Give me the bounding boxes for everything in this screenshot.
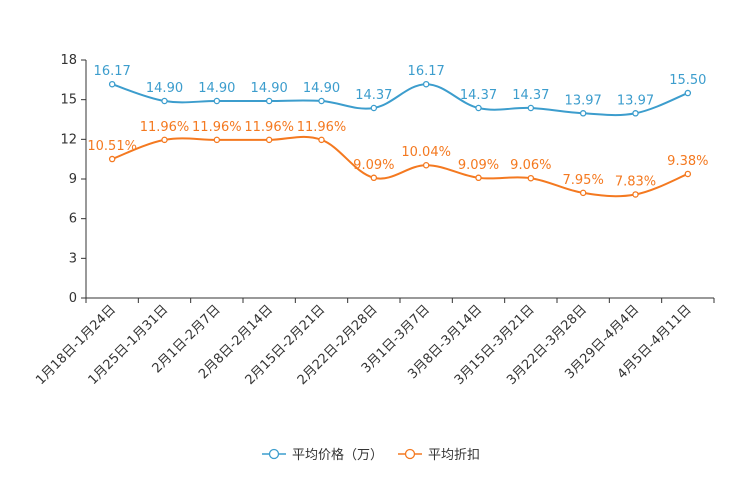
data-point — [632, 191, 639, 198]
legend-item-1[interactable]: 平均折扣 — [398, 448, 480, 463]
data-label: 14.90 — [146, 81, 183, 96]
data-point — [318, 136, 325, 144]
y-axis-ticks: 0 3 6 9 12 15 18 — [60, 53, 86, 306]
data-point — [475, 104, 482, 112]
data-point — [527, 104, 535, 112]
data-label: 9.06% — [510, 158, 551, 173]
data-point — [161, 97, 168, 105]
data-label: 7.83% — [615, 174, 656, 189]
data-label: 9.09% — [353, 158, 394, 173]
y-tick-label: 15 — [60, 93, 77, 108]
data-label: 14.90 — [303, 81, 340, 96]
data-point — [161, 136, 168, 144]
data-point — [213, 136, 221, 144]
data-label: 11.96% — [140, 120, 190, 135]
data-label: 10.04% — [401, 145, 451, 160]
data-label: 16.17 — [94, 64, 131, 79]
data-label: 13.97 — [617, 93, 654, 108]
series-0: 16.17 14.90 14.90 14.90 14.90 14.37 16.17 14.37… — [94, 64, 706, 117]
data-point — [265, 136, 273, 144]
data-label: 14.37 — [460, 88, 497, 103]
data-point — [422, 161, 430, 169]
series-line — [111, 135, 689, 198]
data-point — [422, 80, 430, 88]
data-point — [579, 189, 587, 197]
legend[interactable]: 平均价格（万） 平均折扣 — [262, 447, 480, 463]
data-point — [108, 80, 116, 88]
data-label: 13.97 — [565, 93, 602, 108]
data-label: 7.95% — [563, 173, 604, 188]
series-1: 10.51%11.96% 11.96% 11.96% 11.96%9.09%10.04… — [87, 120, 708, 198]
series-line — [111, 83, 689, 117]
data-label: 10.51% — [87, 139, 137, 154]
data-point — [370, 174, 378, 182]
data-label: 11.96% — [192, 120, 242, 135]
data-label: 16.17 — [408, 64, 445, 79]
data-point — [579, 110, 587, 117]
data-point — [684, 89, 692, 97]
data-label: 15.50 — [669, 73, 706, 88]
data-point — [108, 155, 116, 163]
series-group: 16.17 14.90 14.90 14.90 14.90 14.37 16.17 14.37… — [87, 64, 708, 198]
data-point — [265, 97, 273, 105]
data-point — [527, 174, 535, 182]
data-point — [318, 97, 325, 105]
y-tick-label: 3 — [69, 251, 77, 266]
legend-label: 平均价格（万） — [292, 447, 383, 463]
data-point — [213, 97, 221, 105]
data-label: 14.37 — [512, 88, 549, 103]
y-tick-label: 18 — [60, 53, 77, 68]
legend-marker-icon — [268, 448, 280, 460]
legend-marker-icon — [404, 448, 416, 460]
legend-item-0[interactable]: 平均价格（万） — [262, 447, 383, 463]
data-label: 14.90 — [251, 81, 288, 96]
data-label: 9.38% — [667, 154, 708, 169]
data-label: 14.90 — [198, 81, 235, 96]
y-tick-label: 9 — [69, 172, 77, 187]
data-label: 11.96% — [244, 120, 294, 135]
data-point — [632, 110, 639, 117]
data-point — [370, 104, 378, 112]
legend-label: 平均折扣 — [428, 448, 480, 463]
data-label: 11.96% — [297, 120, 347, 135]
y-tick-label: 0 — [69, 291, 77, 306]
y-tick-label: 12 — [60, 132, 77, 147]
data-label: 14.37 — [355, 88, 392, 103]
data-point — [475, 174, 482, 182]
x-axis-ticks: 1月18日-1月24日1月25日-1月31日2月1日-2月7日2月8日-2月14… — [33, 298, 715, 388]
data-label: 9.09% — [458, 158, 499, 173]
data-point — [684, 170, 692, 178]
y-tick-label: 6 — [69, 212, 77, 227]
